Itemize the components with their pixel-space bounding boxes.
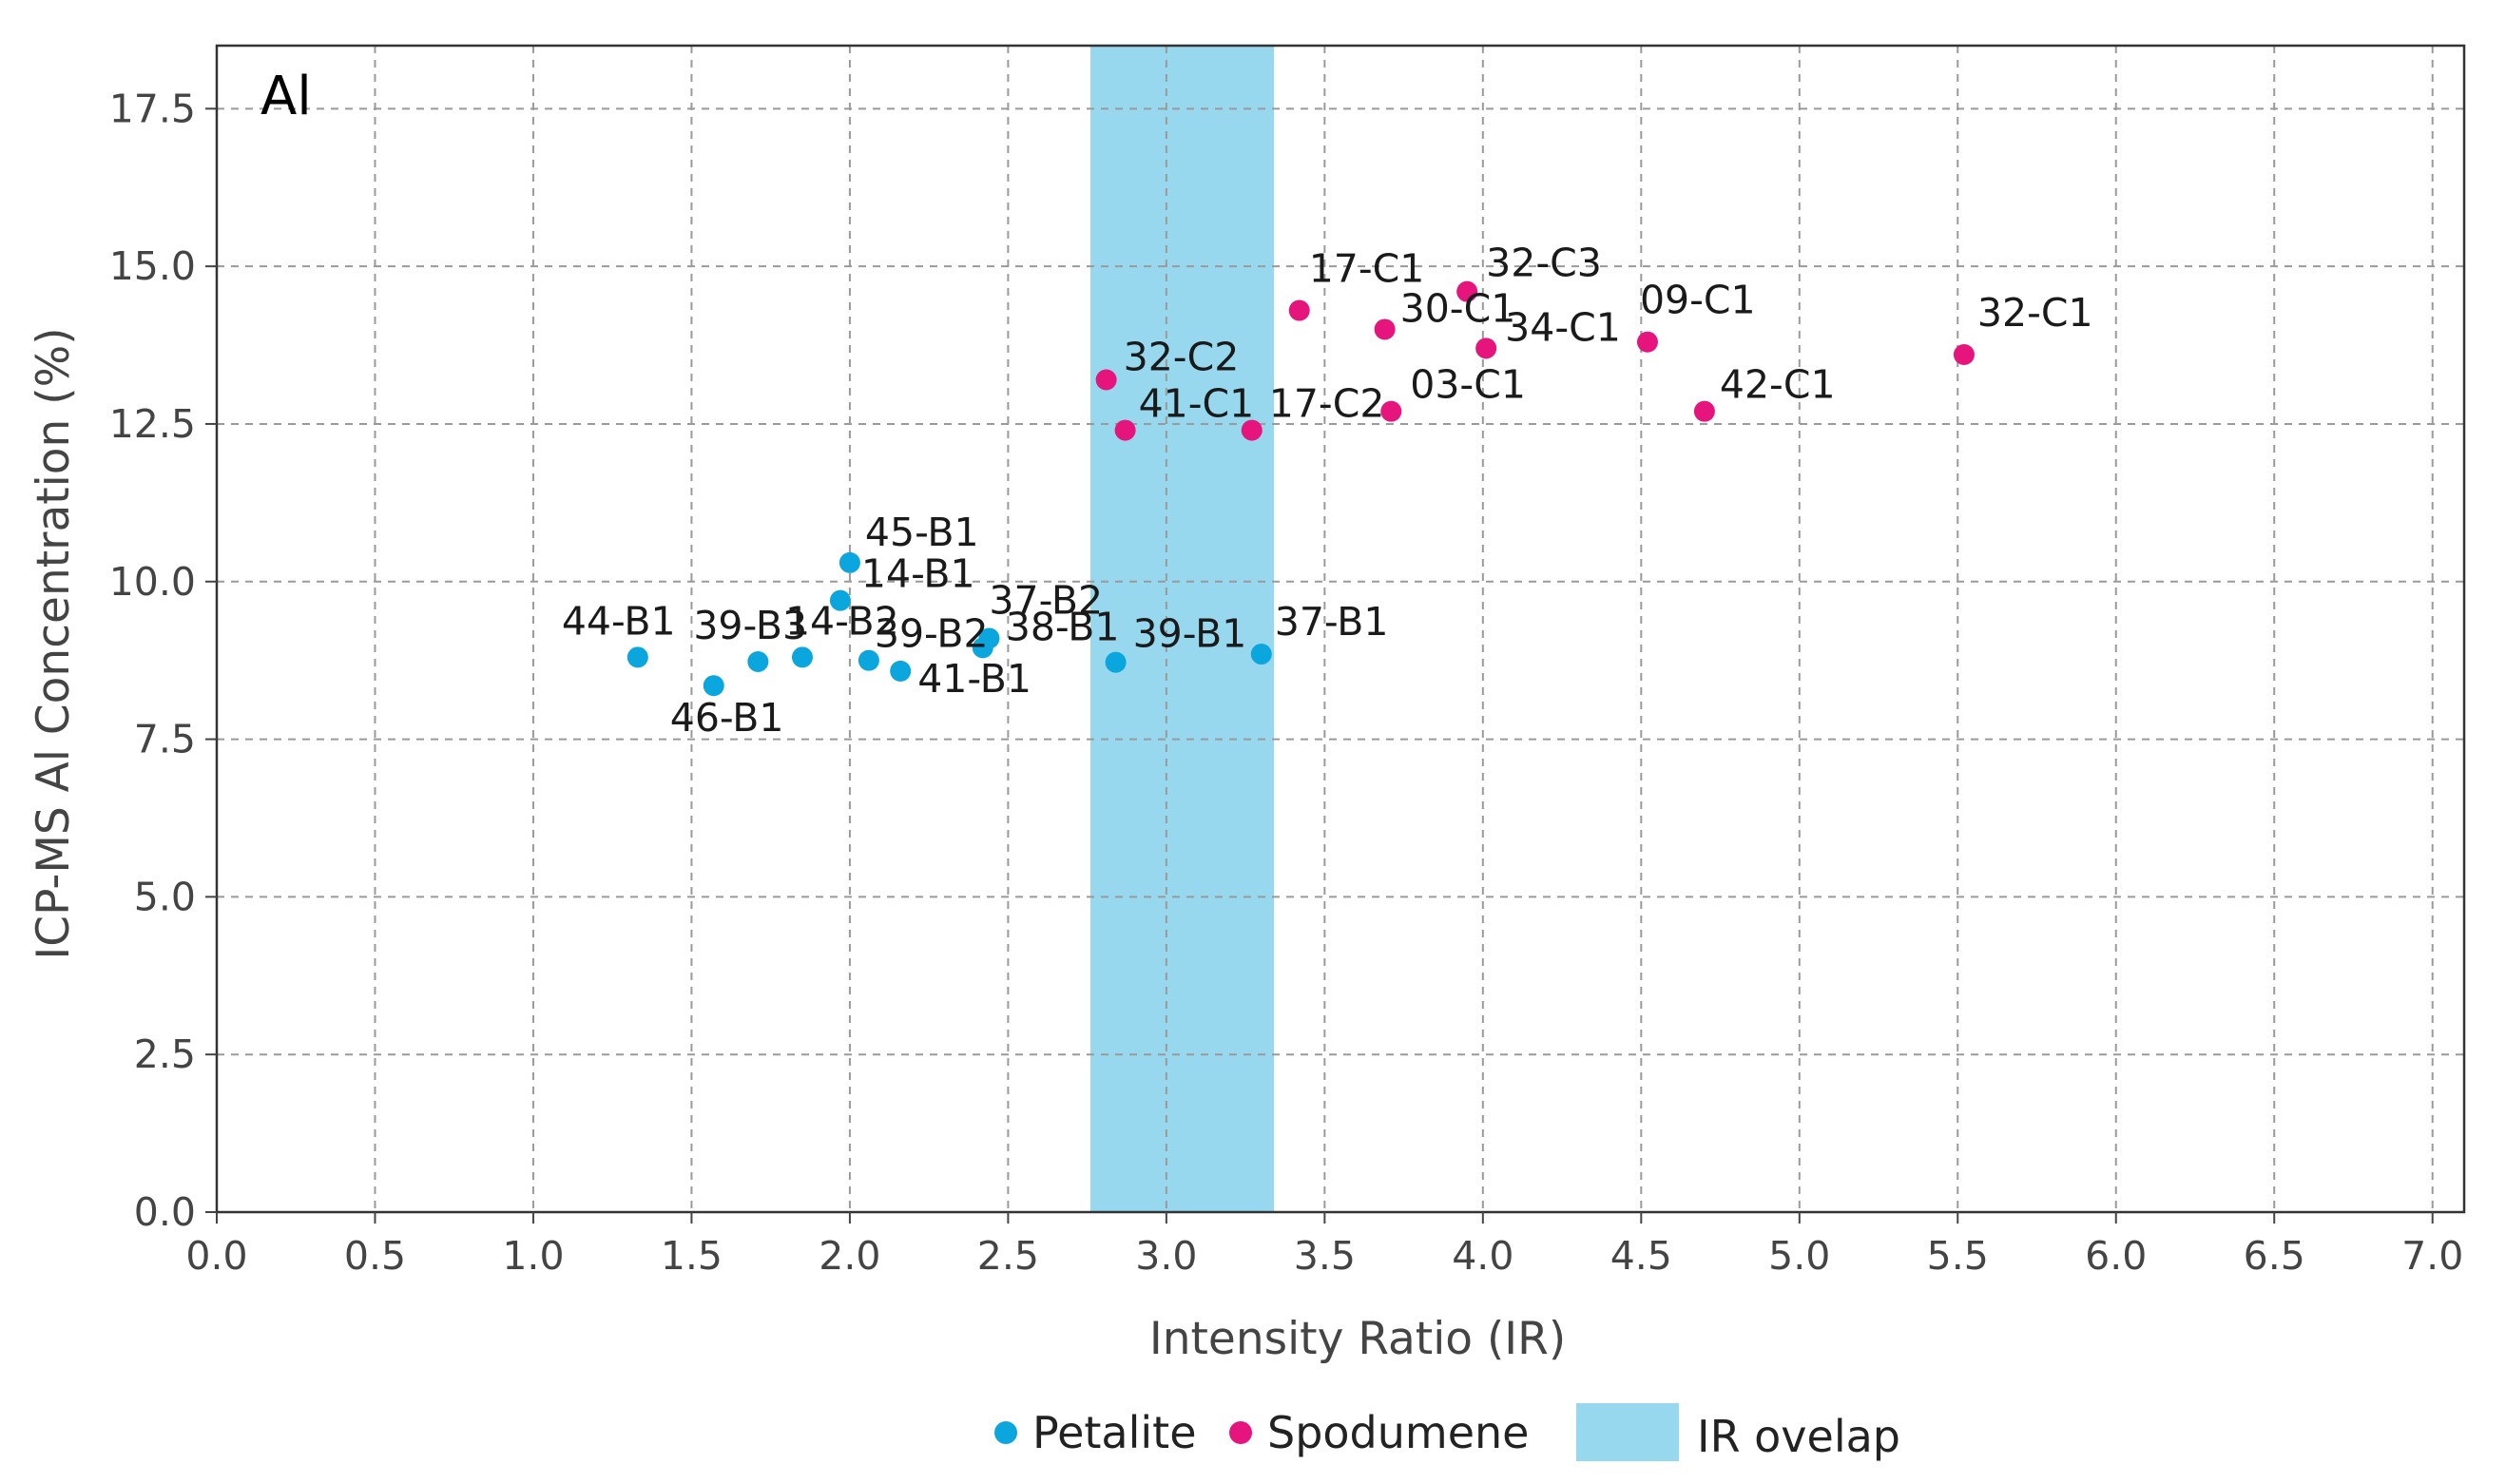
spodumene-point — [1693, 400, 1715, 422]
plot-frame — [215, 44, 2466, 1214]
petalite-point-label: 39-B3 — [693, 603, 807, 648]
y-tick-label: 5.0 — [134, 874, 196, 919]
petalite-point-label: 14-B1 — [861, 551, 975, 597]
petalite-point-label: 44-B1 — [562, 598, 676, 644]
x-tick-label: 4.5 — [1610, 1233, 1672, 1279]
legend-ir-overlap-swatch — [1576, 1403, 1679, 1461]
spodumene-point-label: 32-C3 — [1486, 241, 1602, 286]
spodumene-point-label: 32-C1 — [1977, 290, 2093, 336]
spodumene-point-label: 34-C1 — [1505, 304, 1621, 350]
x-tick-label: 3.0 — [1135, 1233, 1197, 1279]
y-tick-label: 12.5 — [109, 401, 196, 447]
panel-label: Al — [260, 66, 312, 127]
x-tick-label: 0.0 — [185, 1233, 247, 1279]
petalite-point-label: 39-B2 — [875, 611, 989, 657]
x-tick-label: 3.5 — [1294, 1233, 1356, 1279]
petalite-point-label: 14-B2 — [785, 598, 899, 644]
petalite-point — [839, 551, 860, 573]
spodumene-point — [1380, 400, 1402, 422]
legend-petalite-label: Petalite — [1032, 1407, 1197, 1458]
y-tick-label: 7.5 — [134, 717, 196, 762]
y-tick-label: 17.5 — [109, 86, 196, 131]
x-tick-label: 7.0 — [2401, 1233, 2463, 1279]
legend: Petalite Spodumene IR ovelap — [994, 1403, 1900, 1462]
petalite-point-label: 38-B1 — [1006, 604, 1120, 649]
x-tick-label: 1.0 — [502, 1233, 564, 1279]
petalite-point — [890, 660, 912, 682]
spodumene-point-label: 17-C2 — [1269, 381, 1385, 427]
spodumene-point — [1953, 343, 1975, 365]
spodumene-point-label: 42-C1 — [1720, 362, 1836, 408]
spodumene-point — [1636, 331, 1658, 353]
x-tick-label: 2.0 — [819, 1233, 880, 1279]
petalite-point-label: 37-B2 — [989, 577, 1103, 623]
legend-ir-overlap-label: IR ovelap — [1697, 1411, 1900, 1462]
ir-overlap-band-layer — [1089, 46, 1275, 1212]
y-tick-label: 0.0 — [134, 1189, 196, 1235]
point-layer — [626, 280, 1975, 697]
y-tick-label: 10.0 — [109, 559, 196, 605]
ir-overlap-band — [1089, 46, 1275, 1212]
legend-spodumene-marker — [1229, 1421, 1252, 1444]
petalite-point — [626, 646, 648, 668]
x-axis-title: Intensity Ratio (IR) — [1149, 1313, 1566, 1365]
spodumene-point — [1374, 318, 1396, 340]
spodumene-point-label: 17-C1 — [1309, 246, 1425, 292]
x-tick-label: 1.5 — [661, 1233, 723, 1279]
petalite-point — [972, 637, 993, 659]
petalite-point — [747, 650, 769, 672]
petalite-point — [703, 675, 724, 697]
spodumene-point — [1241, 419, 1263, 441]
spodumene-point — [1288, 299, 1310, 321]
spodumene-point — [1456, 280, 1478, 302]
spodumene-point — [1475, 337, 1497, 359]
x-tick-label: 6.5 — [2244, 1233, 2305, 1279]
x-tick-label: 2.5 — [977, 1233, 1039, 1279]
tick-layer: 0.0 0.5 1.0 1.5 2.0 2.5 3.0 3.5 4.0 4.5 5.0 5.5 6.0 6… — [109, 86, 2464, 1279]
x-tick-label: 5.0 — [1768, 1233, 1830, 1279]
petalite-point-label: 37-B1 — [1275, 599, 1389, 645]
x-tick-label: 0.5 — [344, 1233, 406, 1279]
petalite-point-label: 45-B1 — [865, 510, 979, 555]
grid-layer — [216, 46, 2464, 1213]
legend-spodumene-label: Spodumene — [1267, 1407, 1529, 1458]
legend-petalite-marker — [994, 1421, 1017, 1444]
petalite-point-label: 46-B1 — [670, 695, 784, 741]
petalite-point-label: 41-B1 — [917, 656, 1031, 702]
spodumene-point — [1095, 369, 1117, 391]
x-tick-label: 6.0 — [2085, 1233, 2147, 1279]
spodumene-point-label: 03-C1 — [1410, 362, 1526, 408]
spodumene-point-label: 32-C2 — [1124, 335, 1240, 380]
petalite-point-label: 39-B1 — [1133, 611, 1247, 657]
petalite-point — [858, 649, 879, 671]
petalite-point — [1105, 651, 1127, 673]
y-axis-title: ICP-MS Al Concentration (%) — [28, 327, 80, 959]
x-tick-label: 4.0 — [1452, 1233, 1513, 1279]
y-tick-label: 2.5 — [134, 1031, 196, 1077]
spodumene-point-label: 30-C1 — [1400, 285, 1516, 331]
spodumene-point-label: 41-C1 — [1139, 381, 1255, 427]
petalite-point — [1250, 644, 1272, 665]
petalite-point — [791, 646, 813, 668]
spodumene-point — [1114, 419, 1136, 441]
petalite-point — [829, 589, 851, 611]
x-tick-label: 5.5 — [1927, 1233, 1989, 1279]
y-tick-label: 15.0 — [109, 243, 196, 289]
spodumene-point-label: 09-C1 — [1640, 278, 1756, 323]
